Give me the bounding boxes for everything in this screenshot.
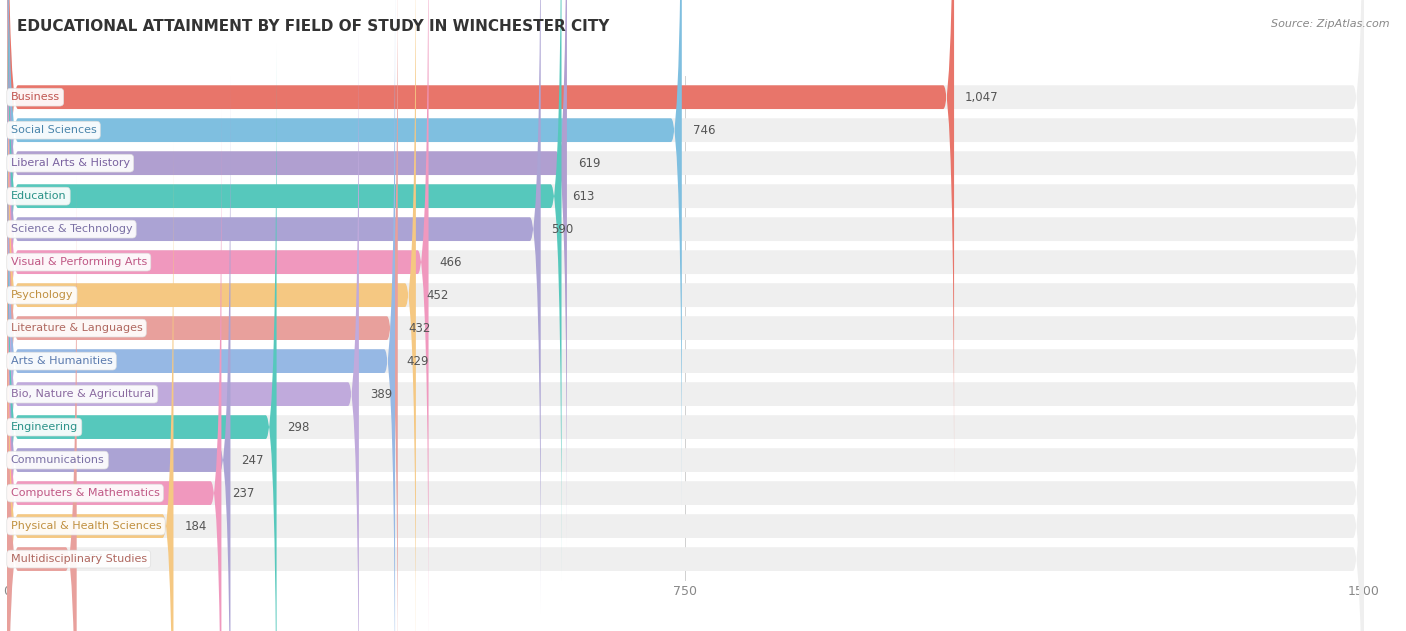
Text: Psychology: Psychology [11, 290, 73, 300]
FancyBboxPatch shape [7, 0, 561, 580]
Text: 429: 429 [406, 355, 429, 368]
FancyBboxPatch shape [7, 0, 429, 631]
Text: Business: Business [11, 92, 60, 102]
FancyBboxPatch shape [7, 142, 1364, 631]
Text: 432: 432 [409, 322, 432, 334]
Text: Social Sciences: Social Sciences [11, 125, 97, 135]
Text: 389: 389 [370, 387, 392, 401]
Text: 466: 466 [440, 256, 463, 269]
Text: 1,047: 1,047 [965, 91, 998, 103]
Text: Literature & Languages: Literature & Languages [11, 323, 142, 333]
FancyBboxPatch shape [7, 0, 1364, 514]
FancyBboxPatch shape [7, 0, 1364, 631]
Text: Engineering: Engineering [11, 422, 77, 432]
FancyBboxPatch shape [7, 0, 1364, 631]
Text: 746: 746 [693, 124, 716, 137]
Text: Liberal Arts & History: Liberal Arts & History [11, 158, 129, 168]
FancyBboxPatch shape [7, 109, 1364, 631]
Text: 77: 77 [87, 553, 103, 565]
Text: 184: 184 [184, 519, 207, 533]
Text: Communications: Communications [11, 455, 104, 465]
Text: 590: 590 [551, 223, 574, 235]
FancyBboxPatch shape [7, 0, 541, 613]
FancyBboxPatch shape [7, 10, 1364, 631]
Text: Multidisciplinary Studies: Multidisciplinary Studies [11, 554, 146, 564]
Text: Visual & Performing Arts: Visual & Performing Arts [11, 257, 146, 267]
Text: EDUCATIONAL ATTAINMENT BY FIELD OF STUDY IN WINCHESTER CITY: EDUCATIONAL ATTAINMENT BY FIELD OF STUDY… [17, 19, 609, 34]
FancyBboxPatch shape [7, 0, 1364, 631]
FancyBboxPatch shape [7, 0, 416, 631]
Text: 237: 237 [232, 487, 254, 500]
FancyBboxPatch shape [7, 0, 1364, 631]
FancyBboxPatch shape [7, 76, 1364, 631]
FancyBboxPatch shape [7, 76, 231, 631]
Text: Science & Technology: Science & Technology [11, 224, 132, 234]
FancyBboxPatch shape [7, 0, 398, 631]
FancyBboxPatch shape [7, 0, 1364, 547]
FancyBboxPatch shape [7, 0, 395, 631]
Text: Arts & Humanities: Arts & Humanities [11, 356, 112, 366]
Text: 613: 613 [572, 190, 595, 203]
FancyBboxPatch shape [7, 109, 221, 631]
Text: 452: 452 [427, 288, 449, 302]
Text: Source: ZipAtlas.com: Source: ZipAtlas.com [1271, 19, 1389, 29]
Text: 619: 619 [578, 156, 600, 170]
FancyBboxPatch shape [7, 0, 1364, 613]
Text: 298: 298 [287, 421, 309, 433]
FancyBboxPatch shape [7, 0, 955, 481]
FancyBboxPatch shape [7, 0, 682, 514]
FancyBboxPatch shape [7, 0, 567, 547]
FancyBboxPatch shape [7, 0, 1364, 481]
FancyBboxPatch shape [7, 43, 1364, 631]
FancyBboxPatch shape [7, 10, 359, 631]
Text: Education: Education [11, 191, 66, 201]
FancyBboxPatch shape [7, 175, 77, 631]
FancyBboxPatch shape [7, 0, 1364, 580]
FancyBboxPatch shape [7, 142, 173, 631]
FancyBboxPatch shape [7, 175, 1364, 631]
Text: 247: 247 [242, 454, 264, 466]
FancyBboxPatch shape [7, 43, 277, 631]
Text: Physical & Health Sciences: Physical & Health Sciences [11, 521, 162, 531]
Text: Bio, Nature & Agricultural: Bio, Nature & Agricultural [11, 389, 153, 399]
Text: Computers & Mathematics: Computers & Mathematics [11, 488, 159, 498]
